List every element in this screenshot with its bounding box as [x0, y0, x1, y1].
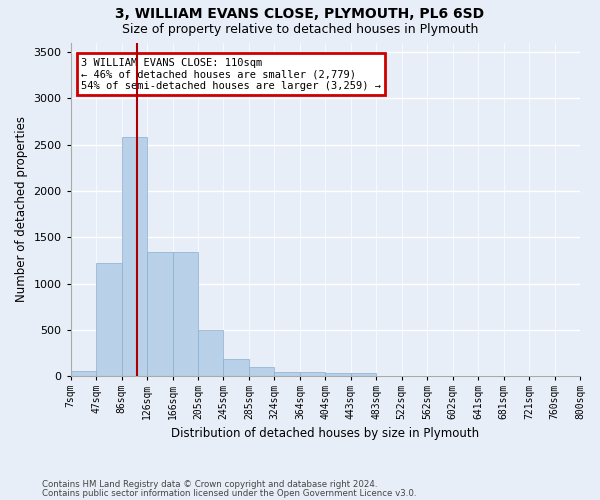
- Bar: [71, 372, 96, 376]
- Text: Contains public sector information licensed under the Open Government Licence v3: Contains public sector information licen…: [42, 488, 416, 498]
- Text: 3 WILLIAM EVANS CLOSE: 110sqm
← 46% of detached houses are smaller (2,779)
54% o: 3 WILLIAM EVANS CLOSE: 110sqm ← 46% of d…: [81, 58, 381, 90]
- Bar: [249, 367, 274, 376]
- Bar: [122, 137, 147, 376]
- Bar: [351, 373, 376, 376]
- Bar: [274, 372, 300, 376]
- Bar: [223, 360, 249, 376]
- Text: Contains HM Land Registry data © Crown copyright and database right 2024.: Contains HM Land Registry data © Crown c…: [42, 480, 377, 489]
- Text: 3, WILLIAM EVANS CLOSE, PLYMOUTH, PL6 6SD: 3, WILLIAM EVANS CLOSE, PLYMOUTH, PL6 6S…: [115, 8, 485, 22]
- Bar: [300, 372, 325, 376]
- Bar: [325, 373, 351, 376]
- Bar: [198, 330, 223, 376]
- X-axis label: Distribution of detached houses by size in Plymouth: Distribution of detached houses by size …: [171, 427, 479, 440]
- Y-axis label: Number of detached properties: Number of detached properties: [15, 116, 28, 302]
- Text: Size of property relative to detached houses in Plymouth: Size of property relative to detached ho…: [122, 22, 478, 36]
- Bar: [96, 264, 122, 376]
- Bar: [147, 252, 173, 376]
- Bar: [173, 252, 198, 376]
